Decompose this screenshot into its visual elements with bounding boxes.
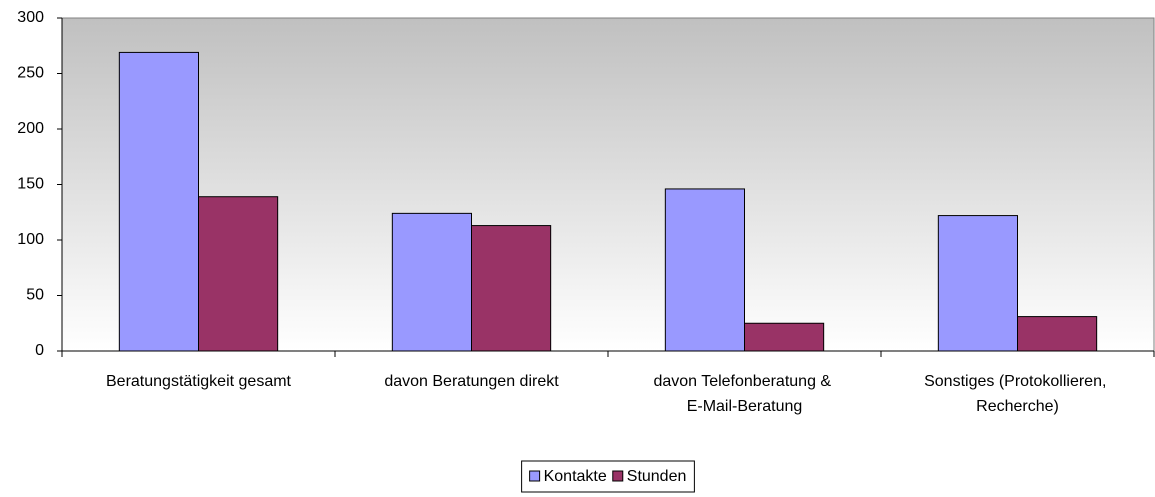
bar (198, 196, 279, 352)
bar (1017, 316, 1098, 352)
y-tick-label: 50 (26, 287, 44, 304)
y-tick-label: 100 (17, 231, 44, 248)
bar (664, 188, 746, 352)
bar (391, 212, 472, 352)
y-tick-label: 250 (17, 65, 44, 82)
legend-label: Stunden (627, 468, 687, 485)
legend-box (521, 460, 695, 493)
bar (744, 322, 825, 352)
legend-swatch (612, 470, 624, 482)
x-tick-label: Sonstiges (Protokollieren, Recherche) (924, 373, 1111, 415)
x-tick-label: Beratungstätigkeit gesamt (106, 373, 292, 390)
legend-label: Kontakte (544, 468, 607, 485)
y-tick-label: 0 (35, 342, 44, 359)
bar (471, 225, 552, 352)
x-tick-label: davon Beratungen direkt (384, 373, 559, 390)
y-tick-label: 150 (17, 176, 44, 193)
y-tick-label: 300 (17, 9, 44, 26)
legend: Kontakte Stunden (521, 460, 695, 493)
y-tick-label: 200 (17, 120, 44, 137)
bar (118, 51, 199, 352)
bar (937, 215, 1019, 352)
legend-swatch (529, 470, 541, 482)
x-tick-label: davon Telefonberatung & E-Mail-Beratung (653, 373, 835, 415)
